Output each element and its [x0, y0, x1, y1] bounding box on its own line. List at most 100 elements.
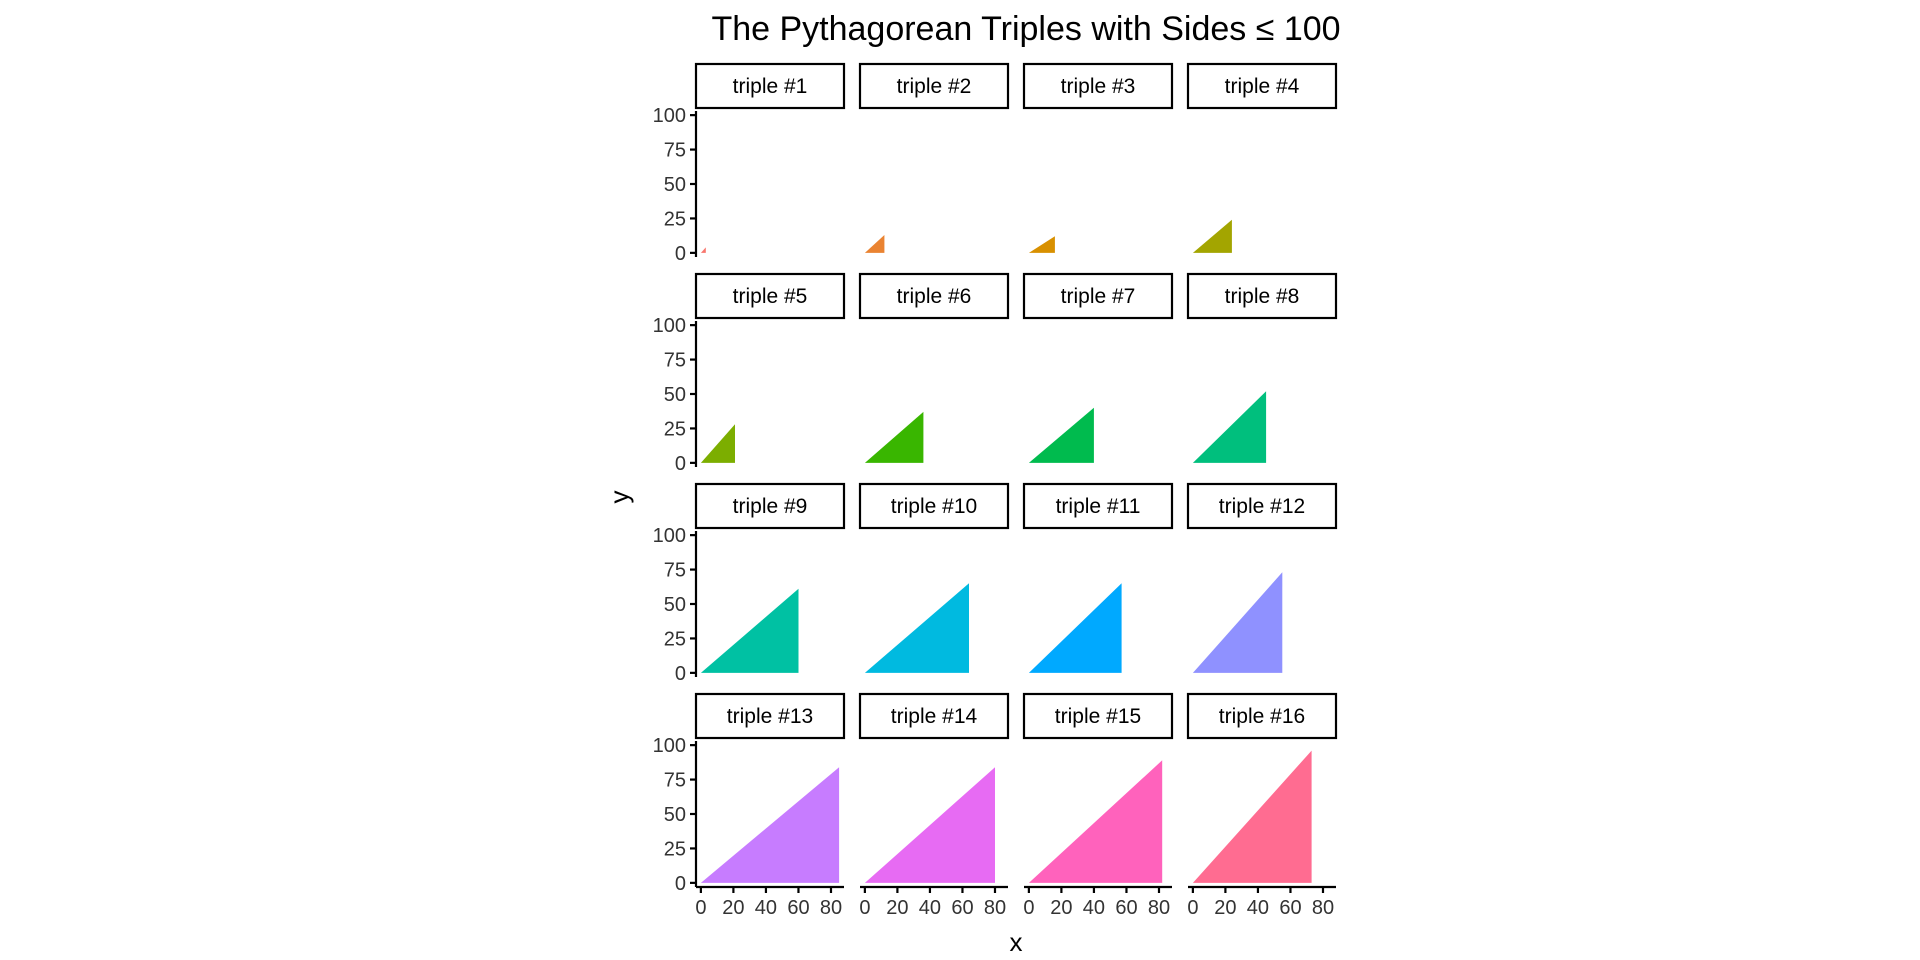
y-tick-label: 25 — [664, 838, 686, 860]
y-tick-label: 0 — [675, 663, 686, 685]
triangle-mark — [1192, 750, 1312, 883]
x-tick-label: 60 — [1279, 897, 1301, 919]
facet-panel: triple #13 0 25 50 75 100 0 20 40 60 80 — [653, 692, 846, 919]
triangle-mark — [700, 247, 706, 253]
x-tick-label: 80 — [1148, 897, 1170, 919]
facet-strip — [858, 482, 1010, 530]
triangle-mark — [1192, 572, 1283, 673]
facet-strip — [694, 272, 846, 320]
facet-panel: triple #7 — [1022, 272, 1174, 463]
x-tick-label: 20 — [886, 897, 908, 919]
facet-strip — [858, 272, 1010, 320]
facet-panel: triple #10 — [858, 482, 1010, 673]
x-tick-label: 20 — [722, 897, 744, 919]
y-tick-label: 50 — [664, 804, 686, 826]
x-tick-label: 0 — [695, 897, 706, 919]
facet-panel: triple #15 0 20 40 60 80 — [1022, 692, 1174, 919]
x-tick-label: 20 — [1214, 897, 1236, 919]
x-tick-label: 40 — [755, 897, 777, 919]
facet-strip — [1022, 482, 1174, 530]
y-tick-label: 100 — [653, 735, 686, 757]
y-tick-label: 50 — [664, 384, 686, 406]
triangle-mark — [864, 767, 995, 883]
facet-strip-label: triple #7 — [1061, 285, 1136, 308]
facet-strip-label: triple #11 — [1056, 495, 1141, 518]
facet-strip-label: triple #8 — [1225, 285, 1300, 308]
x-tick-label: 0 — [859, 897, 870, 919]
x-tick-label: 20 — [1050, 897, 1072, 919]
facet-strip-label: triple #2 — [897, 75, 972, 98]
facet-strip — [1186, 272, 1338, 320]
x-tick-label: 0 — [1023, 897, 1034, 919]
y-tick-label: 25 — [664, 628, 686, 650]
facet-strip-label: triple #16 — [1219, 705, 1305, 728]
y-tick-label: 0 — [675, 453, 686, 475]
x-tick-label: 40 — [919, 897, 941, 919]
x-tick-label: 80 — [1312, 897, 1334, 919]
facet-strip — [858, 62, 1010, 110]
triangle-mark — [864, 411, 924, 463]
facet-strip — [1186, 62, 1338, 110]
facet-strip-label: triple #15 — [1055, 705, 1141, 728]
y-tick-label: 75 — [664, 560, 686, 582]
y-tick-label: 75 — [664, 350, 686, 372]
facet-panel: triple #5 0 25 50 75 100 — [653, 272, 846, 475]
facet-strip — [694, 62, 846, 110]
triangle-mark — [700, 767, 840, 883]
facet-panel: triple #6 — [858, 272, 1010, 463]
y-tick-label: 0 — [675, 243, 686, 265]
x-tick-label: 60 — [951, 897, 973, 919]
chart-title: The Pythagorean Triples with Sides ≤ 100 — [711, 10, 1340, 48]
triangle-mark — [700, 424, 735, 463]
facet-strip — [1022, 62, 1174, 110]
triangle-mark — [1028, 583, 1122, 673]
facet-strip-label: triple #1 — [733, 75, 808, 98]
facet-panel: triple #8 — [1186, 272, 1338, 463]
x-tick-label: 60 — [1115, 897, 1137, 919]
facet-panel: triple #16 0 20 40 60 80 — [1186, 692, 1338, 919]
triangle-mark — [1192, 219, 1232, 253]
facet-strip — [1022, 272, 1174, 320]
y-tick-label: 100 — [653, 525, 686, 547]
facet-panel: triple #1 0 25 50 75 100 — [653, 62, 846, 265]
triangle-mark — [864, 583, 969, 673]
facet-strip-label: triple #5 — [733, 285, 808, 308]
facet-strip-label: triple #13 — [727, 705, 813, 728]
y-tick-label: 100 — [653, 315, 686, 337]
y-tick-label: 75 — [664, 770, 686, 792]
facet-strip-label: triple #4 — [1225, 75, 1300, 98]
x-axis-title: x — [1010, 927, 1023, 957]
y-axis-title: y — [604, 491, 634, 504]
facet-panel: triple #9 0 25 50 75 100 — [653, 482, 846, 685]
x-tick-label: 60 — [787, 897, 809, 919]
facet-panel: triple #2 — [858, 62, 1010, 253]
y-tick-label: 100 — [653, 105, 686, 127]
facet-strip — [858, 692, 1010, 740]
facet-strip — [694, 692, 846, 740]
x-tick-label: 0 — [1187, 897, 1198, 919]
facet-strip-label: triple #6 — [897, 285, 972, 308]
facet-strip-label: triple #10 — [891, 495, 977, 518]
facet-strip — [694, 482, 846, 530]
y-tick-label: 0 — [675, 873, 686, 895]
facet-strip-label: triple #3 — [1061, 75, 1136, 98]
triangle-mark — [1028, 760, 1163, 883]
triangle-mark — [1028, 407, 1094, 463]
y-tick-label: 25 — [664, 208, 686, 230]
facet-panel: triple #4 — [1186, 62, 1338, 253]
x-tick-label: 80 — [820, 897, 842, 919]
x-tick-label: 40 — [1083, 897, 1105, 919]
triangle-mark — [700, 588, 799, 673]
y-tick-label: 75 — [664, 140, 686, 162]
y-tick-label: 50 — [664, 174, 686, 196]
x-tick-label: 40 — [1247, 897, 1269, 919]
facet-panel: triple #12 — [1186, 482, 1338, 673]
triangle-mark — [864, 235, 885, 253]
triangle-mark — [1192, 391, 1267, 463]
facet-strip — [1022, 692, 1174, 740]
facet-panel: triple #11 — [1022, 482, 1174, 673]
facet-strip-label: triple #14 — [891, 705, 978, 728]
facet-panel: triple #3 — [1022, 62, 1174, 253]
facet-strip — [1186, 482, 1338, 530]
